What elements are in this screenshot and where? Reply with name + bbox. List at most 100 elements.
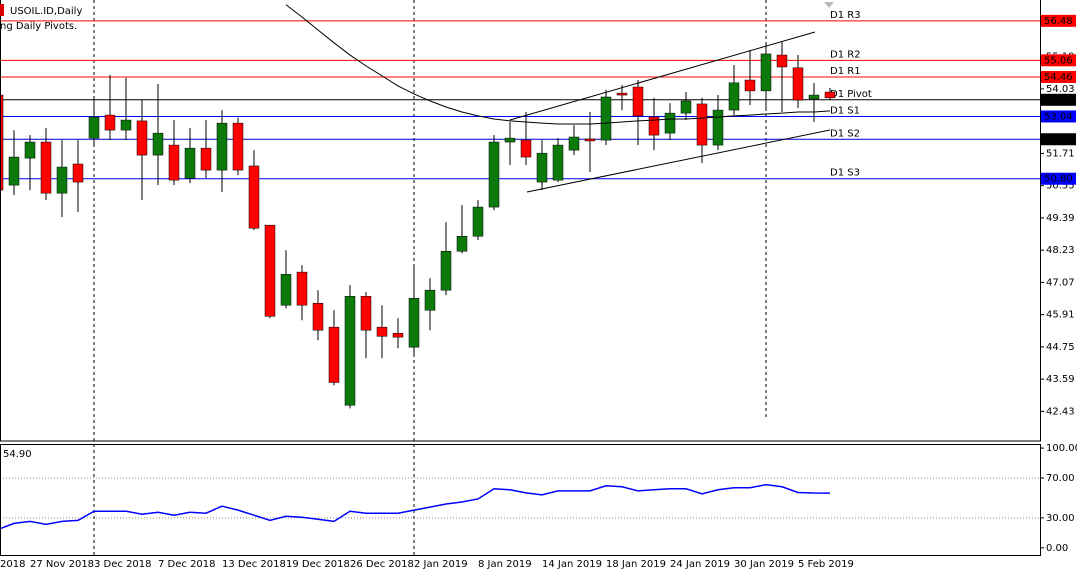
candle-body	[472, 206, 484, 237]
pivot-label: D1 R1	[830, 66, 861, 77]
candle-body	[136, 120, 148, 156]
candle-body	[360, 296, 372, 331]
main-panel-frame	[0, 0, 1041, 442]
candle-body	[40, 141, 52, 194]
chart-title: USOIL.ID,Daily	[10, 6, 82, 17]
candle-body	[216, 122, 228, 171]
candle-body	[616, 92, 628, 96]
trend-line	[509, 31, 816, 121]
y-tick-label: 0.00	[1046, 543, 1068, 554]
candle-body	[632, 86, 644, 117]
candle-body	[376, 326, 388, 337]
x-tick-label: 14 Jan 2019	[542, 559, 602, 570]
y-tick-label: 70.00	[1046, 473, 1075, 484]
y-tick-label: 51.71	[1046, 148, 1075, 159]
pivot-label: D1 R2	[830, 49, 861, 60]
candle-body	[120, 119, 132, 131]
candle-body	[24, 141, 36, 159]
rsi-panel-frame	[0, 444, 1041, 556]
price-box-label: 55.06	[1044, 55, 1073, 66]
candle-body	[440, 251, 452, 291]
grid-layer	[93, 0, 767, 556]
candle-body	[88, 116, 100, 139]
price-box-label: 56.48	[1044, 16, 1073, 27]
price-box-label: 52.22	[1044, 134, 1073, 145]
candle-body	[264, 224, 276, 317]
x-tick-label: 24 Jan 2019	[670, 559, 730, 570]
x-tick-label: 27 Nov 2018	[30, 559, 94, 570]
candle-body	[824, 91, 836, 99]
price-box	[1041, 133, 1076, 146]
candle-body	[504, 137, 516, 143]
main-layer: 42.43 43.59 44.75 45.91 47.07 48.23 49.39 50.55…	[0, 4, 1077, 570]
x-tick-label: 7 Dec 2018	[158, 559, 216, 570]
x-edge-label: 2018	[0, 559, 25, 570]
price-box	[1041, 54, 1076, 67]
candle-body	[280, 274, 292, 306]
y-tick-label: 54.03	[1046, 84, 1075, 95]
pivot-label: D1 S3	[830, 168, 860, 179]
x-tick-label: 8 Jan 2019	[478, 559, 532, 570]
x-tick-label: 18 Jan 2019	[606, 559, 666, 570]
y-tick-label: 43.59	[1046, 374, 1075, 385]
price-box-label: 50.80	[1044, 174, 1073, 185]
price-box-label: 54.46	[1044, 72, 1073, 83]
candle-body	[168, 144, 180, 181]
candle-body	[600, 96, 612, 141]
candle-body	[568, 136, 580, 151]
pivot-label: D1 Pivot	[830, 89, 872, 100]
y-tick-label: 100.00	[1046, 443, 1077, 454]
candle-body	[408, 297, 420, 348]
price-box	[1041, 110, 1076, 123]
candle-body	[152, 132, 164, 156]
x-tick-label: 26 Dec 2018	[350, 559, 414, 570]
candle-body	[296, 271, 308, 306]
x-tick-label: 13 Dec 2018	[222, 559, 286, 570]
candle-body	[424, 289, 436, 311]
rsi-title: 54.90	[3, 449, 32, 460]
price-box-label: 53.64	[1044, 95, 1073, 106]
candle-body	[248, 165, 260, 229]
candle-body	[312, 302, 324, 331]
candle-body	[456, 236, 468, 252]
y-tick-label: 48.23	[1046, 245, 1075, 256]
candle-body	[760, 53, 772, 92]
shift-marker	[824, 2, 834, 8]
price-box-label: 53.04	[1044, 111, 1073, 122]
y-tick-label: 45.91	[1046, 310, 1075, 321]
candle-body	[792, 67, 804, 101]
x-tick-label: 2 Jan 2019	[414, 559, 468, 570]
indicator-name: ng Daily Pivots.	[0, 21, 77, 32]
candle-body	[344, 296, 356, 406]
y-tick-label: 50.55	[1046, 181, 1075, 192]
candle-body	[8, 156, 20, 186]
trend-line	[526, 129, 831, 193]
candle-body	[56, 166, 68, 194]
pivot-label: D1 S1	[830, 105, 860, 116]
candle-body	[488, 141, 500, 208]
moving-average	[285, 4, 831, 125]
candle-body	[0, 94, 4, 191]
y-tick-label: 47.07	[1046, 277, 1075, 288]
candle-body	[328, 326, 340, 383]
candle-body	[184, 147, 196, 179]
candle-body	[104, 114, 116, 131]
candle-body	[680, 100, 692, 114]
candle-body	[776, 54, 788, 68]
x-tick-label: 19 Dec 2018	[286, 559, 350, 570]
candle-body	[200, 147, 212, 171]
price-box	[1041, 93, 1076, 106]
price-box	[1041, 14, 1076, 27]
candle-body	[744, 79, 756, 92]
rsi-line	[0, 483, 831, 530]
candle-body	[72, 163, 84, 183]
price-box	[1041, 70, 1076, 83]
y-tick-label: 42.43	[1046, 406, 1075, 417]
candle-body	[552, 144, 564, 181]
pivot-label: D1 S2	[830, 128, 860, 139]
candle-body	[728, 82, 740, 111]
candle-body	[392, 333, 404, 338]
candle-body	[808, 94, 820, 100]
candle-body	[520, 139, 532, 158]
